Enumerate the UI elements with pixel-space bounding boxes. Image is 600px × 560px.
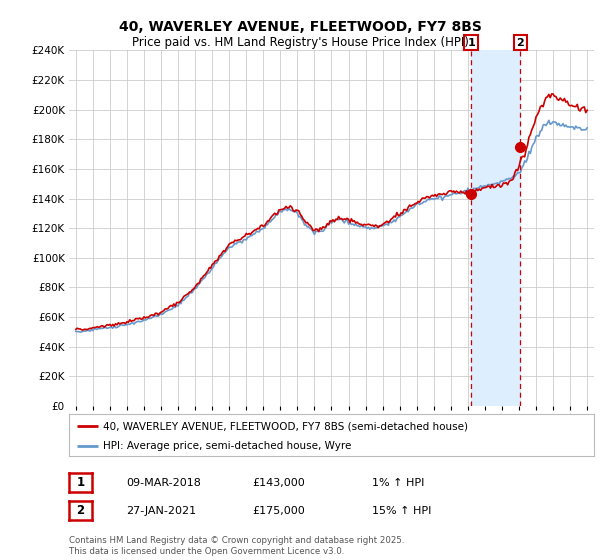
Text: £143,000: £143,000 — [252, 478, 305, 488]
Text: 1: 1 — [467, 38, 475, 48]
Text: Price paid vs. HM Land Registry's House Price Index (HPI): Price paid vs. HM Land Registry's House … — [131, 36, 469, 49]
Text: 40, WAVERLEY AVENUE, FLEETWOOD, FY7 8BS (semi-detached house): 40, WAVERLEY AVENUE, FLEETWOOD, FY7 8BS … — [103, 421, 468, 431]
Text: 1% ↑ HPI: 1% ↑ HPI — [372, 478, 424, 488]
Text: 15% ↑ HPI: 15% ↑ HPI — [372, 506, 431, 516]
Text: 40, WAVERLEY AVENUE, FLEETWOOD, FY7 8BS: 40, WAVERLEY AVENUE, FLEETWOOD, FY7 8BS — [119, 20, 481, 34]
Text: HPI: Average price, semi-detached house, Wyre: HPI: Average price, semi-detached house,… — [103, 441, 352, 451]
Text: £175,000: £175,000 — [252, 506, 305, 516]
Text: 1: 1 — [76, 476, 85, 489]
Text: Contains HM Land Registry data © Crown copyright and database right 2025.
This d: Contains HM Land Registry data © Crown c… — [69, 536, 404, 556]
Text: 09-MAR-2018: 09-MAR-2018 — [126, 478, 201, 488]
Text: 2: 2 — [76, 504, 85, 517]
Text: 2: 2 — [517, 38, 524, 48]
Bar — [471, 50, 520, 406]
Text: 27-JAN-2021: 27-JAN-2021 — [126, 506, 196, 516]
